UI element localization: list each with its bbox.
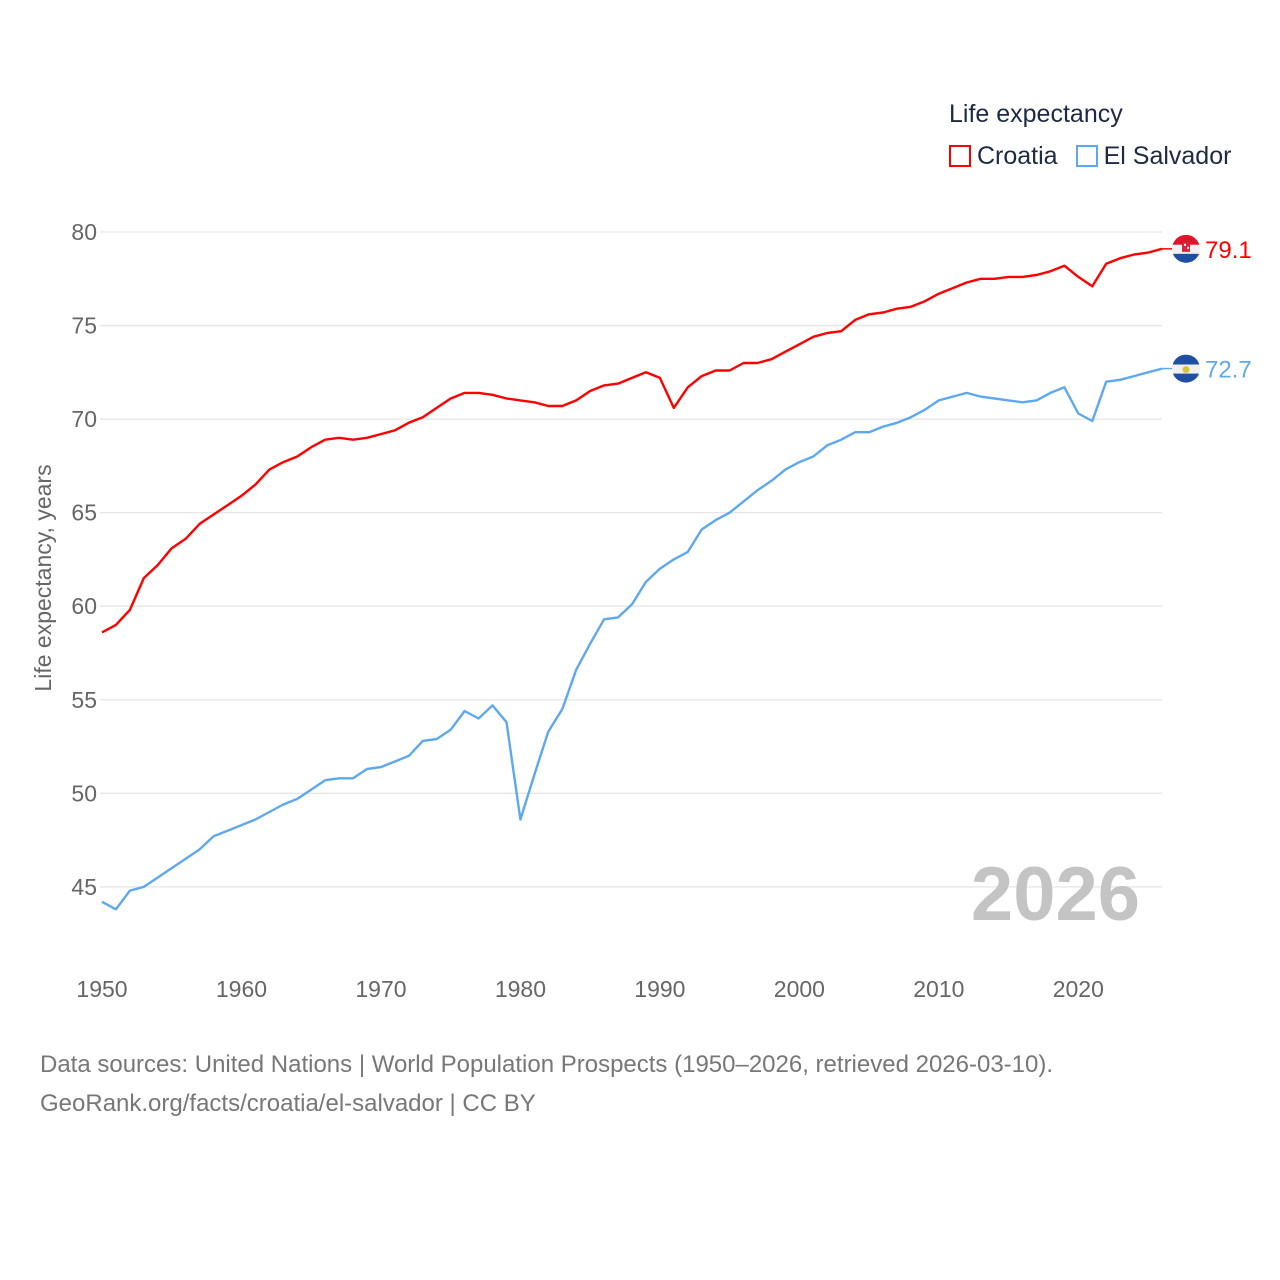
series-line-el-salvador [101, 367, 1163, 911]
year-watermark: 2026 [971, 852, 1140, 937]
x-tick-label: 2020 [1053, 976, 1104, 1002]
end-value-label: 79.1 [1205, 237, 1252, 264]
y-tick-label: 80 [71, 219, 97, 245]
x-tick-label: 2000 [774, 976, 825, 1002]
y-tick-label: 70 [71, 406, 97, 432]
legend-item-croatia[interactable]: Croatia [949, 142, 1058, 171]
x-tick-label: 1990 [634, 976, 685, 1002]
croatia-flag-icon [1172, 234, 1200, 263]
source-note: Data sources: United Nations | World Pop… [40, 1045, 1053, 1123]
source-line: Data sources: United Nations | World Pop… [40, 1051, 1054, 1078]
y-tick-label: 55 [71, 687, 97, 713]
source-link[interactable]: GeoRank.org/facts/croatia/el-salvador | … [40, 1090, 536, 1117]
y-axis-label: Life expectancy, years [30, 464, 56, 691]
y-tick-label: 60 [71, 593, 97, 619]
y-tick-label: 45 [71, 874, 97, 900]
x-tick-label: 2010 [913, 976, 964, 1002]
el-salvador-flag-icon [1172, 354, 1200, 383]
y-tick-label: 65 [71, 500, 97, 526]
x-tick-label: 1950 [76, 976, 127, 1002]
legend-title: Life expectancy [949, 100, 1123, 128]
x-tick-label: 1970 [355, 976, 406, 1002]
y-tick-label: 75 [71, 313, 97, 339]
end-value-label: 72.7 [1205, 357, 1252, 384]
y-tick-label: 50 [71, 780, 97, 806]
x-tick-label: 1980 [495, 976, 546, 1002]
legend: Croatia El Salvador [949, 142, 1231, 171]
x-tick-label: 1960 [216, 976, 267, 1002]
series-line-croatia [101, 247, 1163, 634]
legend-item-el-salvador[interactable]: El Salvador [1075, 142, 1231, 171]
